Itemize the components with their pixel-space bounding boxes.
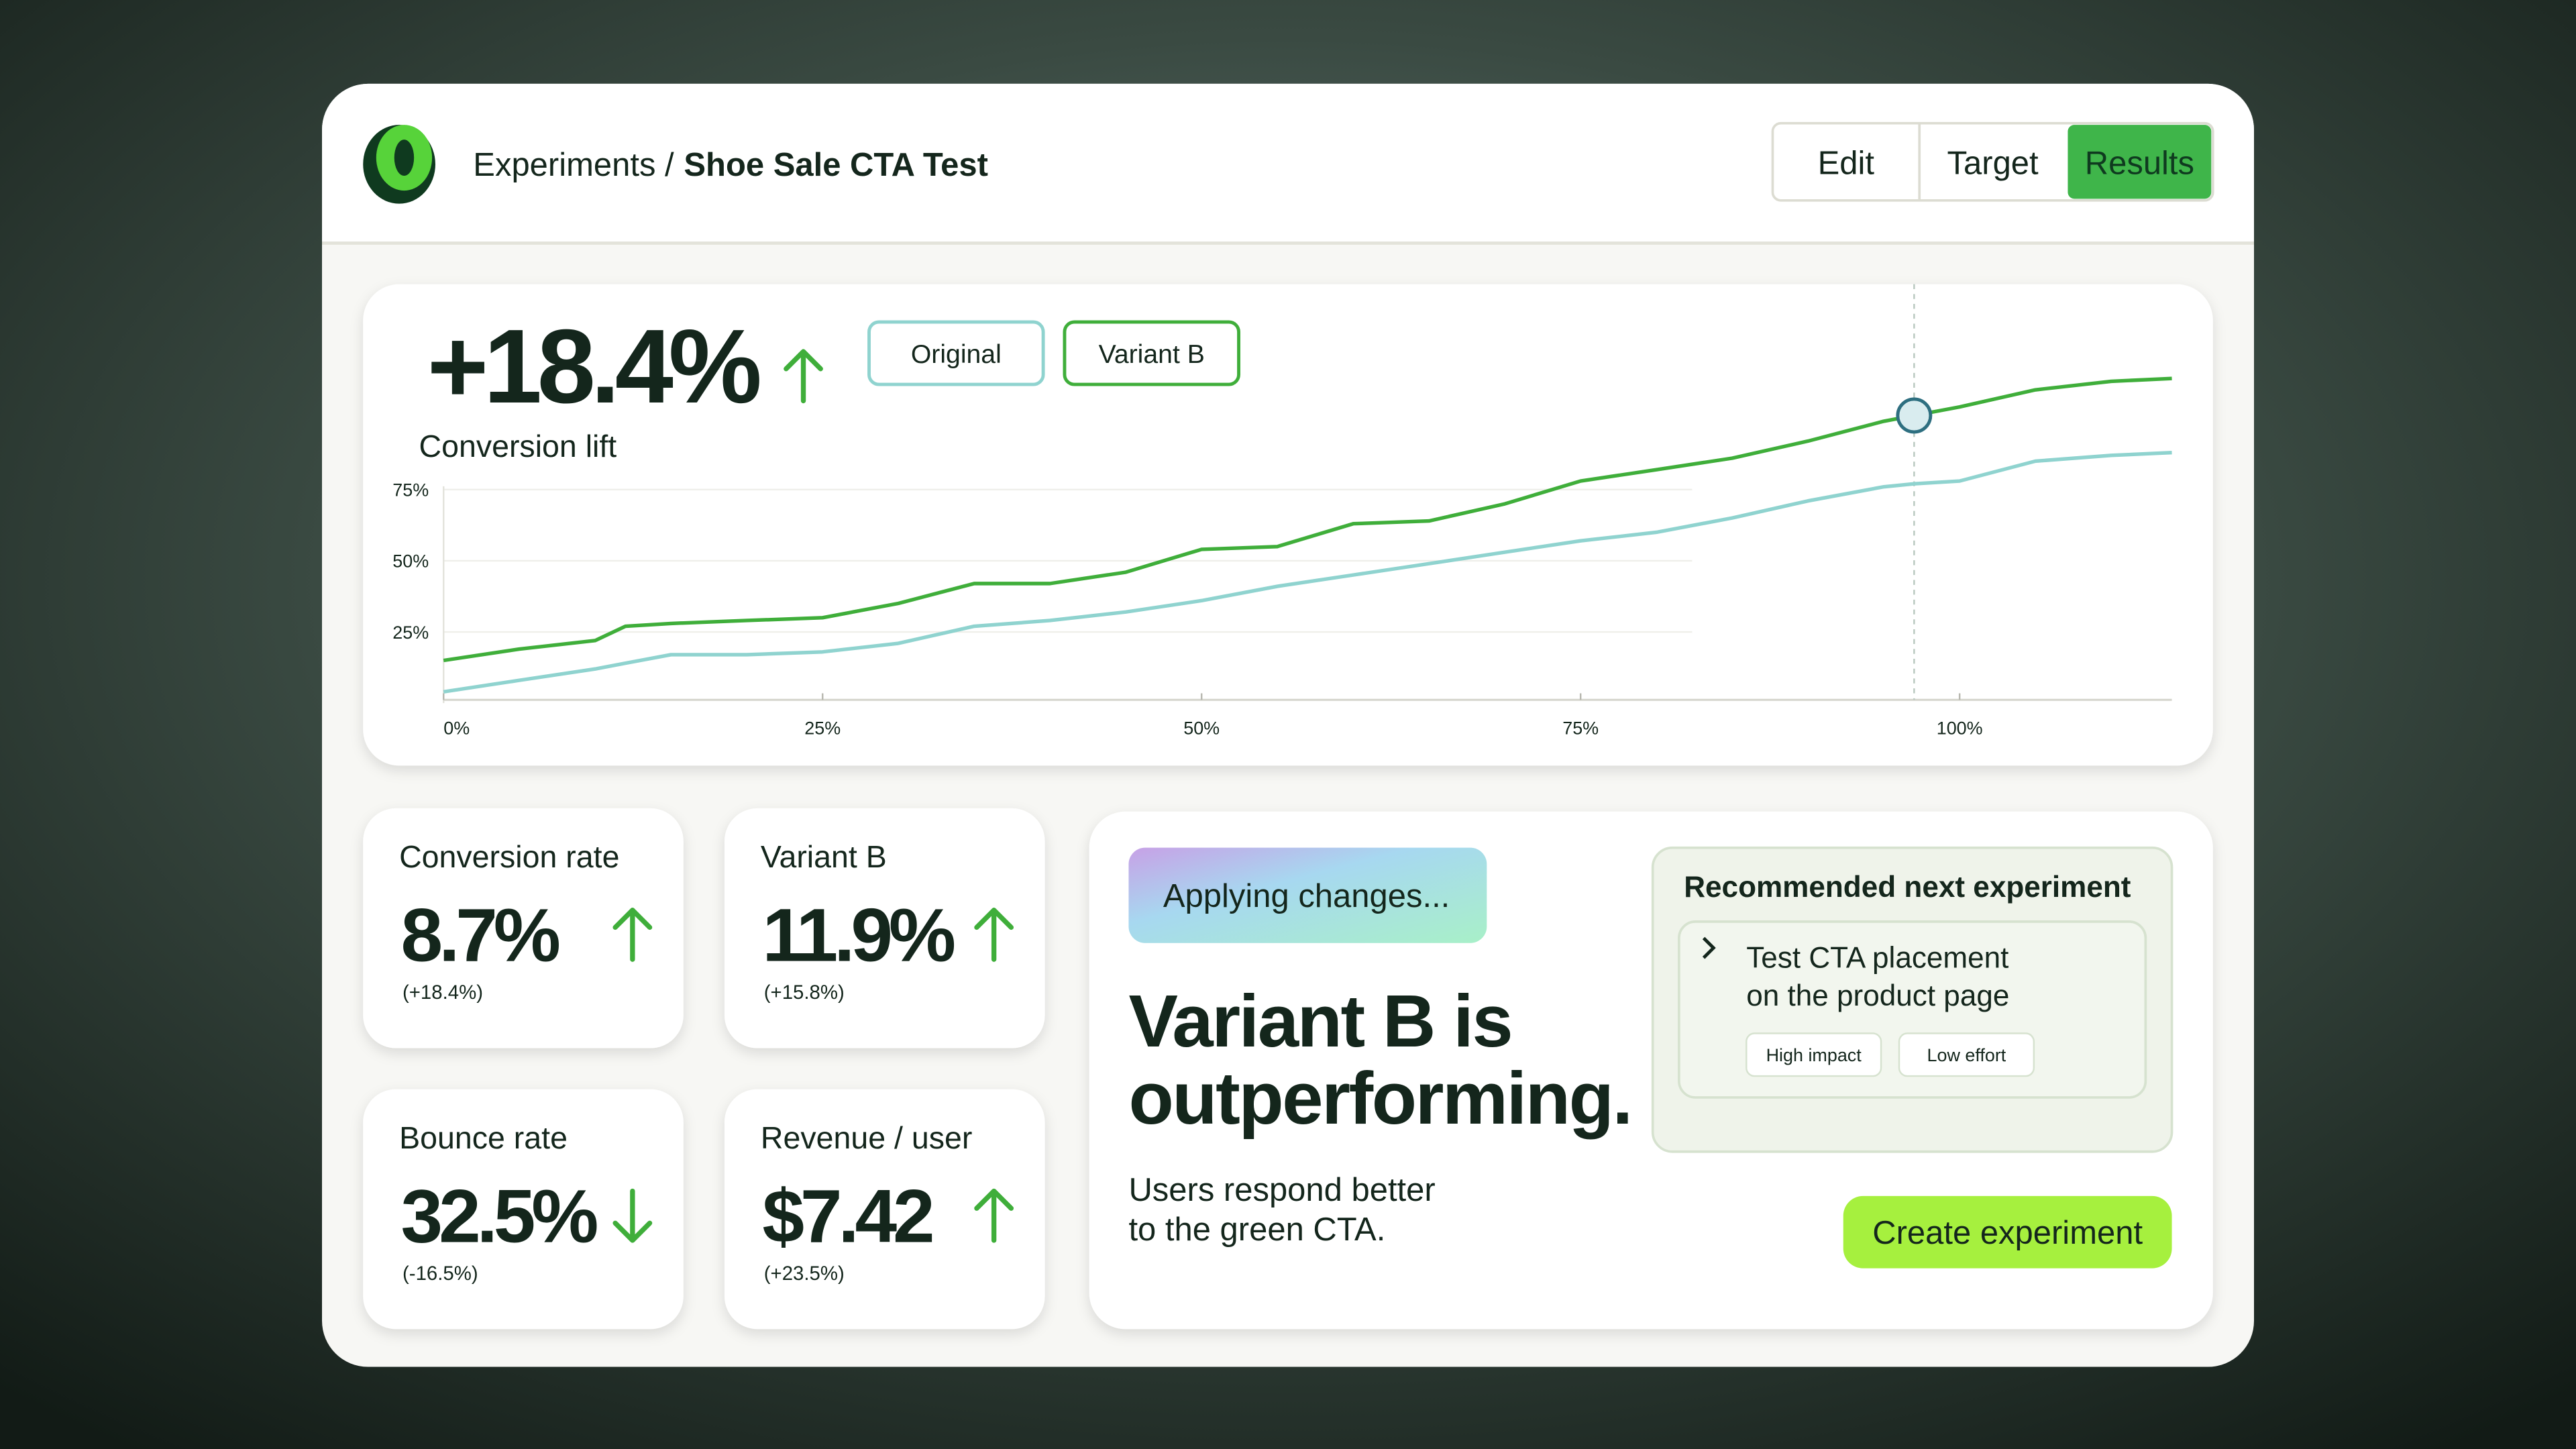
series-line (443, 451, 2172, 694)
breadcrumb-parent[interactable]: Experiments / (473, 147, 674, 183)
metrics: Conversion rate 8.7% (+18.4%) Variant B 11.9… (363, 808, 1045, 1330)
logo (363, 125, 435, 204)
metric-change: (+23.5%) (764, 1263, 845, 1285)
tab[interactable]: Edit (1818, 146, 1875, 182)
metric-card (724, 808, 1045, 1049)
metric-change: (+18.4%) (402, 981, 483, 1004)
tag-text: Low effort (1927, 1045, 2006, 1065)
recommendation-item-text: Test CTA placement (1746, 941, 2008, 974)
metric-label: Revenue / user (761, 1120, 972, 1155)
metric-card (363, 1089, 684, 1330)
header-bar (322, 83, 2254, 244)
summary-body: to the green CTA. (1128, 1212, 1385, 1248)
chevron-icon (1702, 936, 1716, 959)
x-tick-label: 50% (1183, 718, 1220, 739)
legend-label: Original (911, 340, 1002, 369)
chart: +18.4% Conversion lift 25% 50% 75% 0% 25% 50% 75… (392, 284, 2172, 739)
chart-card (363, 284, 2213, 766)
summary-headline: outperforming. (1128, 1057, 1631, 1140)
x-tick-label: 0% (443, 718, 470, 739)
metric-label: Bounce rate (399, 1120, 568, 1155)
create-button[interactable] (1843, 1195, 2172, 1269)
chart-subtitle: Conversion lift (419, 429, 616, 464)
metric-label: Variant B (761, 839, 887, 874)
metric-change: (+15.8%) (764, 981, 845, 1004)
x-tick-label: 100% (1937, 718, 1983, 739)
trend-arrow (784, 349, 823, 404)
metric-value: $7.42 (762, 1173, 932, 1258)
y-tick-label: 25% (392, 623, 429, 643)
legend-label: Variant B (1099, 340, 1205, 369)
metric-value: 8.7% (401, 893, 559, 977)
tab-active-bg (2068, 125, 2212, 199)
breadcrumb: Experiments / Shoe Sale CTA Test (473, 147, 988, 183)
metric-change: (-16.5%) (402, 1263, 478, 1285)
y-tick-label: 75% (392, 480, 429, 500)
tag (1746, 1032, 1882, 1077)
tab-group: Edit Target Results (1771, 121, 2214, 202)
metric-label: Conversion rate (399, 839, 619, 874)
trend-arrow (612, 1188, 653, 1243)
tab[interactable]: Target (1947, 146, 2039, 182)
x-tick-label: 25% (804, 718, 841, 739)
recommendation-item-text: on the product page (1746, 979, 2009, 1012)
create-button-label: Create experiment (1872, 1215, 2143, 1251)
status-pill (1128, 847, 1487, 943)
breadcrumb-current: Shoe Sale CTA Test (684, 147, 988, 183)
y-tick-label: 50% (392, 551, 429, 572)
status-text: Applying changes... (1163, 878, 1450, 914)
trend-arrow (612, 908, 653, 962)
tab[interactable]: Results (2085, 146, 2194, 182)
metric-value: 11.9% (762, 893, 955, 977)
metric-card (724, 1089, 1045, 1330)
summary-body: Users respond better (1128, 1172, 1435, 1208)
summary-headline: Variant B is (1128, 980, 1511, 1063)
tag (1898, 1032, 2035, 1077)
legend-button[interactable] (1063, 320, 1240, 386)
trend-arrow (974, 908, 1014, 962)
hover-marker (1896, 397, 1933, 434)
x-tick-label: 75% (1562, 718, 1599, 739)
recommendation-title: Recommended next experiment (1684, 871, 2131, 904)
headline: +18.4% (427, 308, 760, 425)
metric-value: 32.5% (401, 1173, 598, 1258)
trend-arrow (974, 1188, 1014, 1243)
legend-button[interactable] (867, 320, 1045, 386)
metric-card (363, 808, 684, 1049)
tag-text: High impact (1766, 1045, 1862, 1065)
